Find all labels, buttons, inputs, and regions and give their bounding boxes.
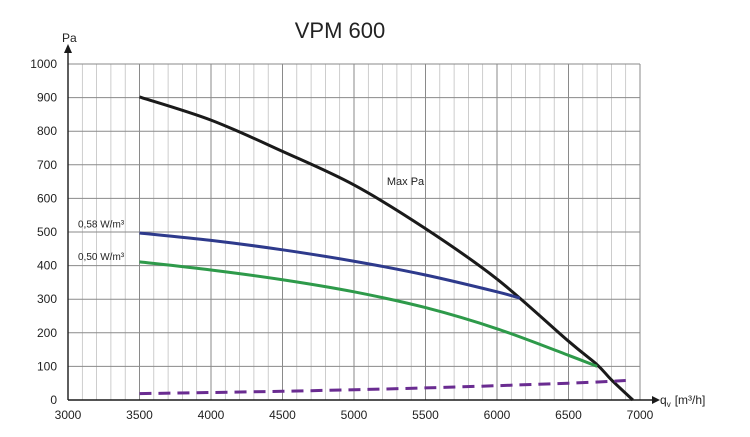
x-tick-label: 3000: [55, 408, 82, 422]
x-axis-label-unit: [m³/h]: [675, 393, 706, 407]
series-layer: [139, 95, 634, 402]
x-tick-label: 6500: [555, 408, 582, 422]
x-tick-label: 3500: [126, 408, 153, 422]
y-tick-label: 700: [37, 158, 57, 172]
y-tick-label: 400: [37, 259, 57, 273]
tick-layer: 3000 3500 4000 4500 5000 5500 6000 6500 7000 0 100…: [30, 57, 653, 422]
series-line-3: [139, 260, 598, 368]
x-axis-label: qv [m³/h]: [660, 393, 705, 409]
x-tick-label: 6000: [484, 408, 511, 422]
y-tick-label: 600: [37, 191, 57, 205]
y-tick-label: 500: [37, 225, 57, 239]
annotation-layer: Max Pa 0,58 W/m³ 0,50 W/m³: [78, 176, 425, 263]
x-axis-label-sub: v: [667, 400, 671, 409]
y-tick-label: 900: [37, 91, 57, 105]
x-tick-label: 4500: [269, 408, 296, 422]
y-axis-label: Pa: [62, 31, 77, 45]
y-tick-label: 800: [37, 124, 57, 138]
y-tick-label: 200: [37, 326, 57, 340]
series-annotation: 0,58 W/m³: [78, 220, 125, 231]
x-tick-label: 4000: [198, 408, 225, 422]
series-line-1: [139, 95, 634, 402]
x-tick-label: 5000: [341, 408, 368, 422]
y-tick-label: 100: [37, 359, 57, 373]
x-tick-label: 7000: [627, 408, 654, 422]
series-line-2: [139, 231, 521, 300]
x-axis-arrow: [652, 396, 660, 404]
y-tick-label: 1000: [30, 57, 57, 71]
chart-title: VPM 600: [295, 18, 386, 43]
svg-text:qv[m³/h]: qv [m³/h]: [660, 393, 705, 409]
y-tick-label: 0: [50, 393, 57, 407]
x-tick-label: 5500: [412, 408, 439, 422]
axes: [64, 44, 660, 404]
series-annotation: Max Pa: [387, 176, 425, 188]
x-axis-label-main: q: [660, 393, 667, 407]
y-axis-arrow: [64, 44, 72, 53]
series-line-4: [139, 379, 626, 396]
y-tick-label: 300: [37, 292, 57, 306]
grid: [67, 63, 641, 401]
series-annotation: 0,50 W/m³: [78, 252, 125, 263]
